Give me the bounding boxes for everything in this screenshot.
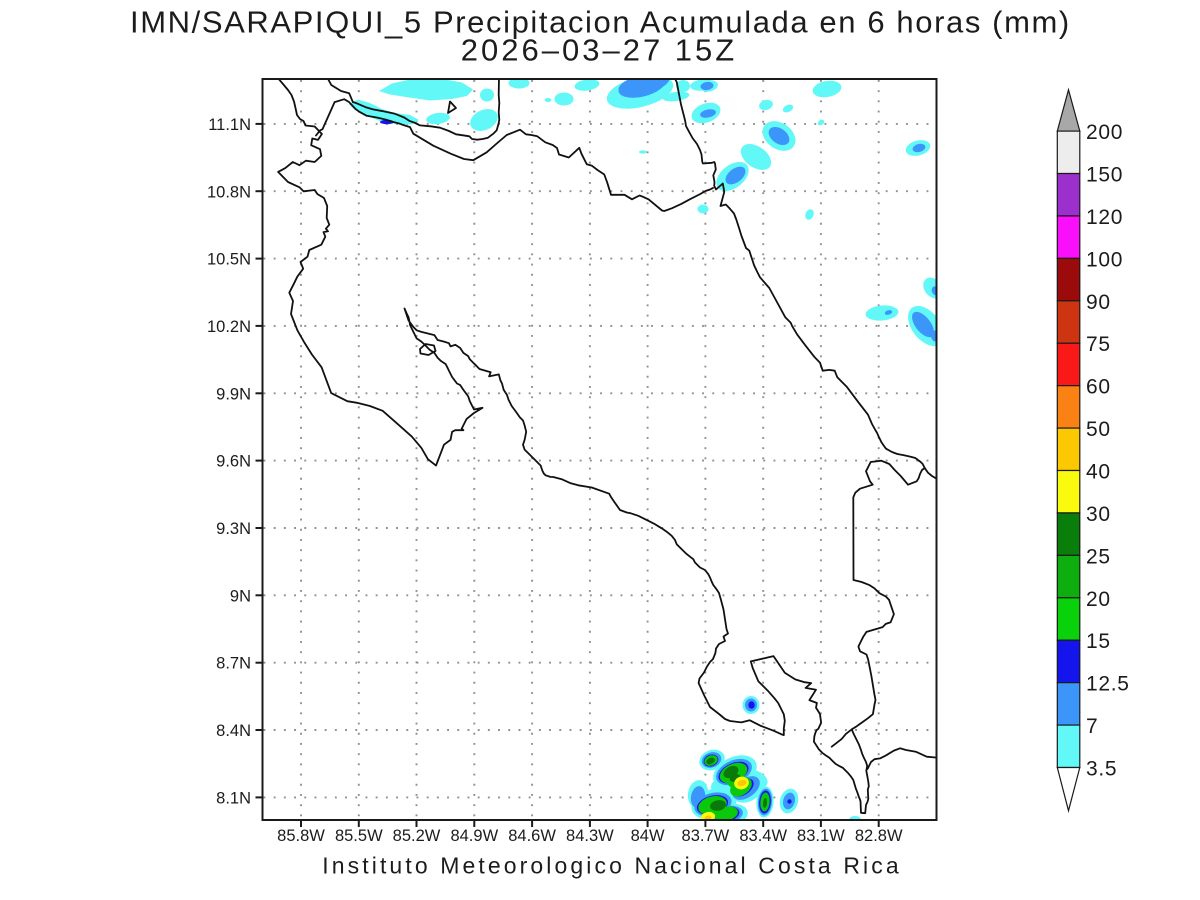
svg-text:84W: 84W bbox=[631, 827, 665, 845]
svg-text:90: 90 bbox=[1086, 291, 1111, 314]
svg-text:83.7W: 83.7W bbox=[682, 827, 730, 845]
svg-text:120: 120 bbox=[1086, 206, 1123, 229]
svg-text:25: 25 bbox=[1086, 545, 1111, 568]
svg-text:82.8W: 82.8W bbox=[855, 827, 903, 845]
svg-text:8.4N: 8.4N bbox=[216, 722, 251, 740]
svg-text:11.1N: 11.1N bbox=[208, 116, 251, 134]
svg-text:8.1N: 8.1N bbox=[216, 789, 251, 807]
svg-text:10.5N: 10.5N bbox=[207, 251, 251, 269]
svg-text:84.3W: 84.3W bbox=[566, 827, 614, 845]
svg-text:75: 75 bbox=[1086, 333, 1111, 356]
svg-text:8.7N: 8.7N bbox=[216, 655, 251, 673]
svg-text:3.5: 3.5 bbox=[1086, 758, 1117, 781]
svg-text:85.5W: 85.5W bbox=[335, 827, 383, 845]
svg-text:9N: 9N bbox=[230, 587, 251, 605]
svg-text:150: 150 bbox=[1086, 164, 1123, 187]
svg-text:10.2N: 10.2N bbox=[207, 318, 251, 336]
svg-text:15: 15 bbox=[1086, 630, 1111, 653]
svg-text:100: 100 bbox=[1086, 248, 1123, 271]
svg-text:30: 30 bbox=[1086, 503, 1111, 526]
svg-text:50: 50 bbox=[1086, 418, 1111, 441]
svg-text:40: 40 bbox=[1086, 461, 1111, 484]
svg-text:60: 60 bbox=[1086, 376, 1111, 399]
svg-text:9.3N: 9.3N bbox=[216, 520, 251, 538]
svg-text:200: 200 bbox=[1086, 121, 1123, 144]
svg-text:10.8N: 10.8N bbox=[207, 183, 251, 201]
svg-text:9.9N: 9.9N bbox=[216, 385, 251, 403]
svg-text:20: 20 bbox=[1086, 588, 1111, 611]
svg-text:84.6W: 84.6W bbox=[508, 827, 556, 845]
svg-text:2026–03–27 15Z: 2026–03–27 15Z bbox=[461, 33, 737, 68]
svg-text:7: 7 bbox=[1086, 715, 1098, 738]
svg-text:83.1W: 83.1W bbox=[797, 827, 845, 845]
svg-text:84.9W: 84.9W bbox=[450, 827, 498, 845]
svg-text:85.8W: 85.8W bbox=[277, 827, 325, 845]
svg-text:83.4W: 83.4W bbox=[739, 827, 787, 845]
svg-text:9.6N: 9.6N bbox=[216, 453, 251, 471]
svg-text:Instituto Meteorologico Nacion: Instituto Meteorologico Nacional Costa R… bbox=[322, 853, 901, 879]
svg-text:12.5: 12.5 bbox=[1086, 673, 1130, 696]
svg-text:85.2W: 85.2W bbox=[393, 827, 441, 845]
svg-text:IMN/SARAPIQUI_5 Precipitacion: IMN/SARAPIQUI_5 Precipitacion Acumulada … bbox=[130, 5, 1071, 40]
